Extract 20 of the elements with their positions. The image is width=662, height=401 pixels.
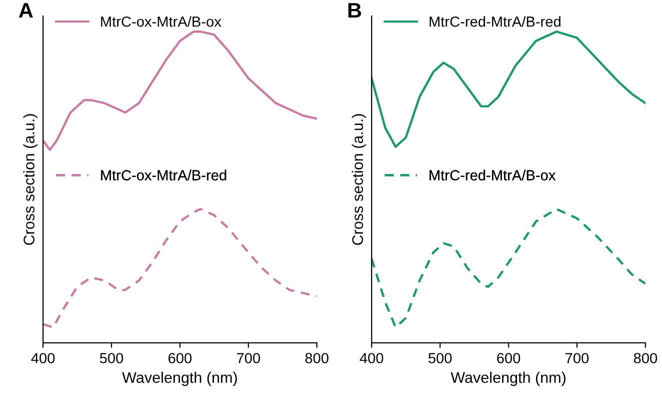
x-axis-title: Wavelength (nm) <box>450 372 566 386</box>
x-tick-label: 400 <box>31 352 55 364</box>
x-tick-label: 800 <box>634 352 658 364</box>
legend-label: MtrC-ox-MtrA/B-red <box>101 170 226 180</box>
y-axis-title: Cross section (a.u.) <box>352 114 366 245</box>
x-tick-label: 400 <box>360 352 384 364</box>
chart-title: A <box>18 3 33 18</box>
x-tick-label: 700 <box>236 352 260 364</box>
x-tick-label: 500 <box>100 352 124 364</box>
x-tick-label: 600 <box>497 352 520 364</box>
x-tick-label: 700 <box>566 352 589 364</box>
x-tick-label: 800 <box>305 352 328 364</box>
x-axis-title: Wavelength (nm) <box>122 372 237 386</box>
chart-title: B <box>348 3 362 18</box>
legend-label: MtrC-ox-MtrA/B-ox <box>101 16 222 27</box>
x-tick-label: 500 <box>428 352 452 364</box>
legend-label: MtrC-red-MtrA/B-red <box>430 16 560 27</box>
x-tick-label: 600 <box>168 352 192 364</box>
legend-label: MtrC-red-MtrA/B-ox <box>430 170 556 180</box>
y-axis-title: Cross section (a.u.) <box>23 114 38 245</box>
